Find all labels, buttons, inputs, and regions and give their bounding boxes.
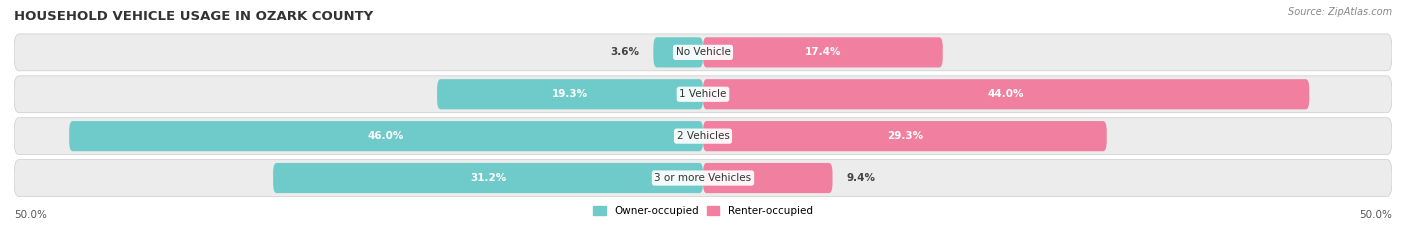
Text: HOUSEHOLD VEHICLE USAGE IN OZARK COUNTY: HOUSEHOLD VEHICLE USAGE IN OZARK COUNTY bbox=[14, 10, 374, 23]
FancyBboxPatch shape bbox=[14, 76, 1392, 113]
Text: 2 Vehicles: 2 Vehicles bbox=[676, 131, 730, 141]
Text: 50.0%: 50.0% bbox=[14, 210, 46, 220]
Text: No Vehicle: No Vehicle bbox=[675, 47, 731, 57]
Text: 44.0%: 44.0% bbox=[988, 89, 1025, 99]
Text: 9.4%: 9.4% bbox=[846, 173, 876, 183]
FancyBboxPatch shape bbox=[14, 160, 1392, 197]
FancyBboxPatch shape bbox=[273, 163, 703, 193]
FancyBboxPatch shape bbox=[69, 121, 703, 151]
Text: Source: ZipAtlas.com: Source: ZipAtlas.com bbox=[1288, 7, 1392, 17]
FancyBboxPatch shape bbox=[703, 163, 832, 193]
FancyBboxPatch shape bbox=[654, 37, 703, 67]
Text: 50.0%: 50.0% bbox=[1360, 210, 1392, 220]
Text: 19.3%: 19.3% bbox=[553, 89, 588, 99]
Text: 46.0%: 46.0% bbox=[368, 131, 405, 141]
FancyBboxPatch shape bbox=[703, 121, 1107, 151]
Text: 17.4%: 17.4% bbox=[804, 47, 841, 57]
Text: 1 Vehicle: 1 Vehicle bbox=[679, 89, 727, 99]
FancyBboxPatch shape bbox=[437, 79, 703, 109]
Text: 3.6%: 3.6% bbox=[610, 47, 640, 57]
FancyBboxPatch shape bbox=[703, 37, 943, 67]
Text: 3 or more Vehicles: 3 or more Vehicles bbox=[654, 173, 752, 183]
FancyBboxPatch shape bbox=[14, 34, 1392, 71]
FancyBboxPatch shape bbox=[703, 79, 1309, 109]
Text: 29.3%: 29.3% bbox=[887, 131, 922, 141]
Text: 31.2%: 31.2% bbox=[470, 173, 506, 183]
Legend: Owner-occupied, Renter-occupied: Owner-occupied, Renter-occupied bbox=[593, 206, 813, 216]
FancyBboxPatch shape bbox=[14, 118, 1392, 155]
